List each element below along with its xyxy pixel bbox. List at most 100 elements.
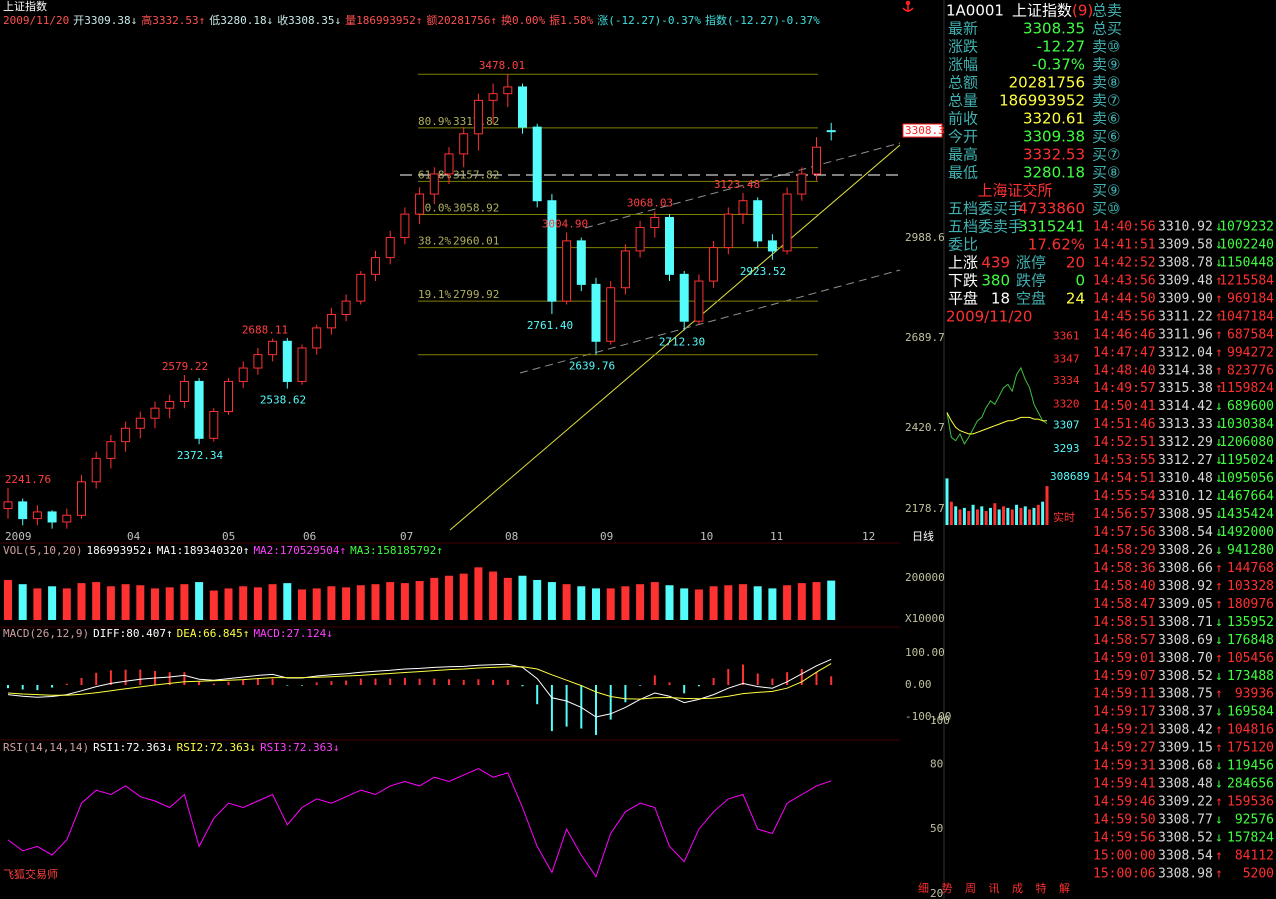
tick-dir: ↓	[1215, 471, 1223, 486]
tick-volume: 1159824	[1219, 381, 1274, 396]
tick-volume: 1079232	[1219, 220, 1274, 235]
brand: 飞狐交易师	[3, 867, 58, 881]
quote-label: 最低	[948, 164, 978, 182]
quote-label: 今开	[948, 128, 978, 146]
intraday-volume	[1015, 504, 1019, 525]
volume-bar	[577, 586, 586, 620]
tick-price: 3308.42	[1158, 723, 1213, 738]
stock-code: 1A0001	[946, 2, 1004, 20]
quote-value: -0.37%	[1032, 56, 1085, 74]
header-item: 指数(-12.27)-0.37%	[705, 13, 820, 27]
fib-pct: 38.2%	[418, 235, 451, 248]
candle-body	[326, 314, 336, 329]
y-tick-label: 200000	[905, 571, 945, 584]
quote-value: 3320.61	[1023, 110, 1085, 128]
tab[interactable]: 成	[1012, 882, 1023, 895]
tick-price: 3310.12	[1158, 489, 1213, 504]
candle-body	[312, 327, 322, 349]
volume-bar	[356, 585, 365, 620]
tick-price: 3309.15	[1158, 741, 1213, 756]
trend-line	[449, 144, 901, 531]
tick-dir: ↓	[1215, 705, 1223, 720]
tick-volume: 941280	[1227, 543, 1274, 558]
tick-dir: ↓	[1215, 669, 1223, 684]
tick-time: 14:58:36	[1093, 561, 1156, 576]
stock-count: (9)	[1072, 2, 1093, 20]
tick-dir: ↑	[1215, 561, 1223, 576]
tick-price: 3314.42	[1158, 399, 1213, 414]
candle-body	[620, 250, 630, 289]
tick-dir: ↑	[1215, 741, 1223, 756]
side-label: 卖⑩	[1092, 38, 1120, 56]
breadth-value: 0	[1075, 272, 1085, 290]
volume-bar	[268, 584, 277, 620]
breadth-label: 平盘	[948, 290, 978, 308]
candle-body	[47, 511, 57, 523]
breadth-value: 18	[991, 290, 1010, 308]
tick-price: 3309.48	[1158, 273, 1213, 288]
tick-dir: ↓	[1215, 237, 1223, 252]
volume-bar	[48, 586, 57, 620]
tick-price: 3308.68	[1158, 759, 1213, 774]
candle-body	[503, 86, 513, 95]
y-tick-label: 50	[930, 822, 943, 835]
tick-volume: 1095056	[1219, 471, 1274, 486]
volume-bar	[783, 585, 792, 620]
intraday-tick: 3320	[1053, 397, 1080, 410]
tab[interactable]: 周	[965, 882, 976, 895]
header-item: 换0.00%	[501, 13, 545, 27]
header-item: RSI1:72.363↓	[93, 741, 172, 754]
peak-label: 3004.90	[542, 218, 588, 231]
volume-bar	[136, 585, 145, 620]
candle-body	[562, 240, 572, 302]
tab[interactable]: 细	[918, 882, 929, 895]
volume-bar	[724, 585, 733, 620]
volume-bar	[92, 582, 101, 620]
tick-price: 3315.38	[1158, 381, 1213, 396]
intraday-volume	[958, 509, 962, 525]
volume-bar	[371, 584, 380, 620]
tick-time: 14:59:01	[1093, 651, 1156, 666]
y-tick-label: 2689.7	[905, 331, 945, 344]
quote-panel: 1A0001 上证指数 (9) 最新 3308.35 涨跌 -12.27 涨幅 -0.37% 总额…	[946, 2, 1122, 326]
header-item: 高3332.53↑	[141, 13, 205, 27]
candle-body	[812, 146, 821, 175]
tick-dir: ↓	[1215, 255, 1223, 270]
tick-dir: ↓	[1215, 759, 1223, 774]
intraday-volume	[1036, 504, 1040, 525]
tick-dir: ↓	[1215, 777, 1223, 792]
volume-bar	[562, 584, 571, 620]
tab[interactable]: 解	[1059, 881, 1070, 895]
trough-label: 2761.40	[527, 319, 573, 332]
candle-body	[179, 380, 189, 403]
tick-volume: 180976	[1227, 597, 1274, 612]
volume-bar	[33, 588, 42, 620]
tab[interactable]: 讯	[989, 882, 1000, 895]
order-label: 五档委买手	[948, 200, 1023, 218]
intraday-volume	[997, 509, 1001, 525]
tick-volume: 103328	[1227, 579, 1274, 594]
quote-value: -12.27	[1037, 38, 1085, 56]
tick-volume: 689600	[1227, 399, 1274, 414]
quote-value: 3332.53	[1023, 146, 1085, 164]
candle-body	[518, 86, 527, 128]
tab[interactable]: 特	[1036, 881, 1047, 895]
volume-bar	[121, 584, 130, 620]
breadth-label: 上涨	[948, 254, 978, 272]
candle-body	[32, 511, 42, 520]
tick-volume: 969184	[1227, 291, 1274, 306]
quote-label: 涨幅	[948, 56, 978, 74]
tick-time: 14:56:57	[1093, 507, 1156, 522]
tick-price: 3308.52	[1158, 669, 1213, 684]
header-item: MA1:189340320↑	[157, 544, 250, 557]
candle-body	[400, 213, 410, 239]
header-item: 涨(-12.27)-0.37%	[597, 14, 701, 27]
tab[interactable]: 势	[942, 882, 953, 895]
volume-bar	[327, 586, 336, 620]
trough-label: 2639.76	[569, 360, 615, 373]
volume-bar	[694, 589, 703, 620]
tick-time: 14:59:27	[1093, 741, 1156, 756]
tick-volume: 173488	[1227, 669, 1274, 684]
